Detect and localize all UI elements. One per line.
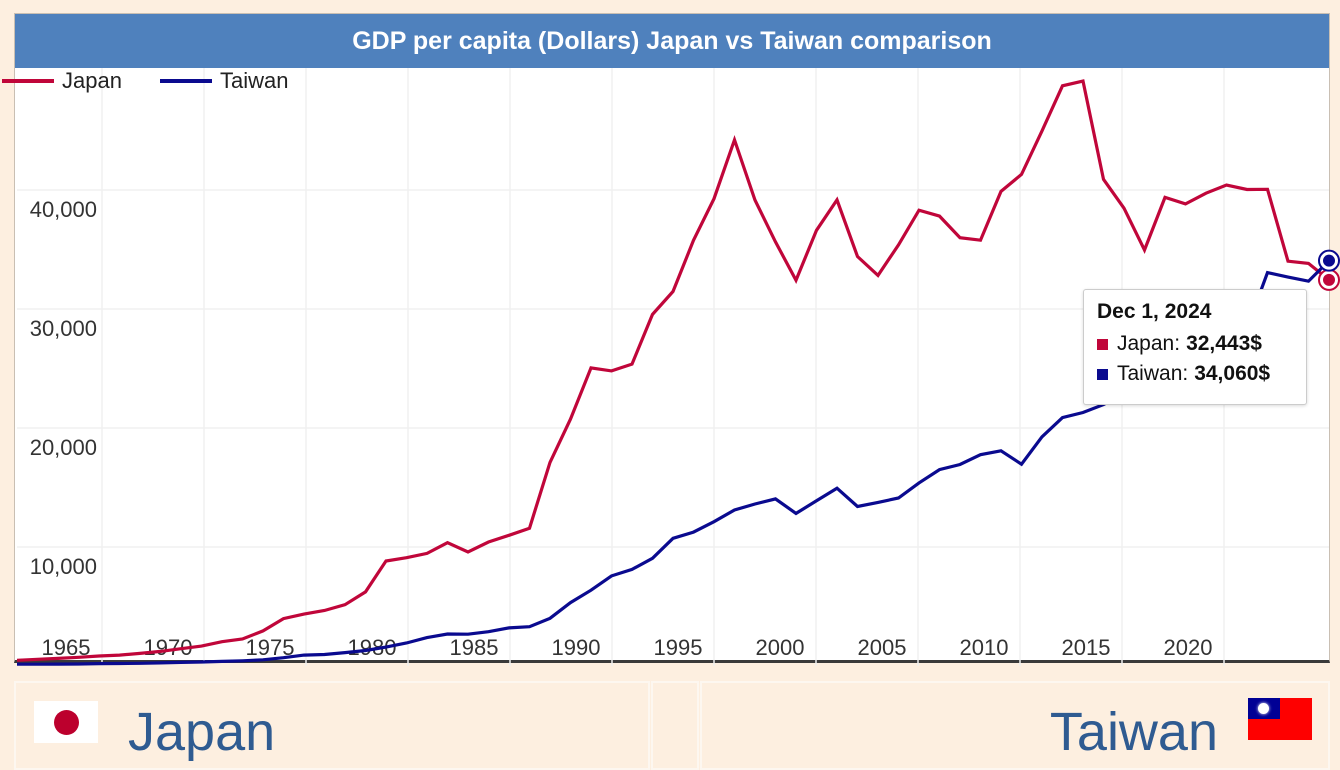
japan-flag-icon [34,701,98,743]
tooltip-value-taiwan: 34,060$ [1194,362,1271,385]
series-line-japan [16,79,1331,662]
legend-item-japan[interactable]: Japan [2,68,122,94]
chart-tooltip: Dec 1, 2024 Japan: 32,443$ Taiwan: 34,06… [1083,289,1307,405]
y-tick-label: 30,000 [30,316,97,341]
country-name-japan: Japan [128,702,276,762]
tooltip-row-japan: Japan: 32,443$ [1097,332,1293,356]
chart-legend: Japan Taiwan [2,68,326,94]
y-tick-label: 10,000 [30,554,97,579]
x-tick-label: 2015 [1062,635,1111,660]
legend-swatch-taiwan [159,79,212,83]
x-tick-label: 1990 [552,635,601,660]
tooltip-label-taiwan: Taiwan: [1117,362,1189,385]
card-divider [651,681,699,770]
x-tick-label: 2000 [756,635,805,660]
hover-marker-dot-japan [1323,273,1335,286]
legend-label-japan: Japan [62,68,122,93]
hover-markers [1318,249,1340,291]
taiwan-flag-icon [1248,698,1312,740]
x-axis-ticks: 1965 1970 1975 1980 1985 1990 1995 2000 2005 2010… [40,634,1214,662]
legend-label-taiwan: Taiwan [219,68,289,93]
hover-marker-dot-taiwan [1323,254,1335,267]
legend-swatch-japan [2,79,54,83]
x-tick-label: 2005 [858,635,907,660]
country-card-taiwan[interactable]: Taiwan [700,681,1330,770]
tooltip-swatch-japan [1097,338,1108,350]
x-tick-label: 2010 [960,635,1009,660]
country-name-taiwan: Taiwan [1049,702,1218,762]
country-cards: Japan Taiwan [14,681,1330,770]
tooltip-row-taiwan: Taiwan: 34,060$ [1097,362,1293,386]
y-tick-label: 40,000 [30,197,97,222]
legend-item-taiwan[interactable]: Taiwan [159,68,289,94]
y-axis-ticks: 10,000 20,000 30,000 40,000 [30,197,97,579]
x-tick-label: 2020 [1164,635,1213,660]
chart-title: GDP per capita (Dollars) Japan vs Taiwan… [15,14,1329,68]
country-card-japan[interactable]: Japan [14,681,650,770]
tooltip-value-japan: 32,443$ [1186,332,1262,355]
tooltip-swatch-taiwan [1097,368,1108,380]
x-tick-label: 1995 [654,635,703,660]
tooltip-label-japan: Japan: [1117,332,1181,355]
x-tick-label: 1985 [450,635,499,660]
y-tick-label: 20,000 [30,435,97,460]
tooltip-date: Dec 1, 2024 [1097,300,1212,323]
